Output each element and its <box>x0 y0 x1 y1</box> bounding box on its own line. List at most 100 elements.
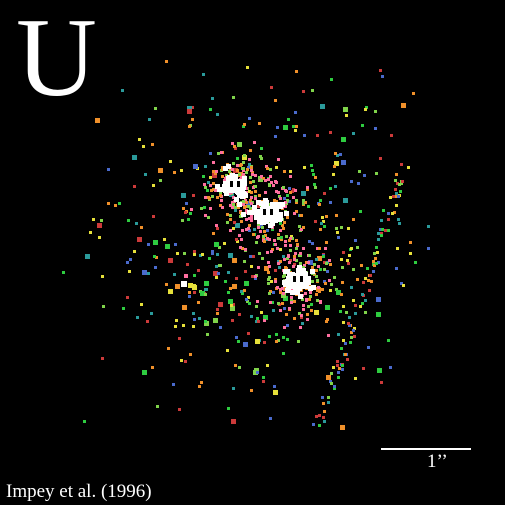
noise-speckle <box>202 73 205 76</box>
noise-speckle <box>252 255 255 258</box>
cluster-speckle <box>260 179 263 182</box>
noise-speckle <box>367 346 370 349</box>
noise-speckle <box>336 154 339 157</box>
bright-image-top-left <box>215 184 220 189</box>
cluster-speckle <box>264 179 267 182</box>
noise-speckle <box>260 311 263 314</box>
cluster-speckle <box>285 190 288 193</box>
noise-speckle <box>414 261 417 264</box>
cluster-speckle <box>203 183 206 186</box>
cluster-speckle <box>260 175 263 178</box>
cluster-speckle <box>291 288 294 291</box>
noise-speckle <box>395 267 398 270</box>
noise-speckle <box>390 134 393 137</box>
bright-image-center <box>257 209 262 214</box>
cluster-speckle <box>329 263 332 266</box>
cluster-speckle <box>285 235 288 238</box>
bright-image-center-pixel-dark <box>270 209 273 215</box>
cluster-speckle <box>216 196 219 199</box>
noise-speckle <box>288 200 291 203</box>
noise-speckle <box>212 232 215 235</box>
cluster-speckle <box>302 308 305 311</box>
noise-speckle <box>323 280 326 283</box>
cluster-speckle <box>229 214 232 217</box>
arc-speckle <box>341 368 344 371</box>
cluster-speckle <box>217 152 220 155</box>
cluster-speckle <box>316 279 319 282</box>
cluster-speckle <box>279 288 282 291</box>
arc-speckle <box>381 228 384 231</box>
noise-speckle <box>363 174 366 177</box>
arc-speckle <box>369 274 372 277</box>
noise-speckle <box>381 75 384 78</box>
noise-speckle <box>211 97 214 100</box>
cluster-speckle <box>267 261 270 264</box>
noise-speckle <box>173 273 176 276</box>
noise-speckle <box>308 240 311 243</box>
arc-speckle <box>332 366 335 369</box>
noise-speckle <box>83 420 86 423</box>
cluster-speckle <box>285 313 288 316</box>
noise-speckle <box>379 157 382 160</box>
cluster-speckle <box>262 177 265 180</box>
noise-speckle <box>216 113 219 116</box>
cluster-speckle <box>340 293 343 296</box>
noise-speckle <box>266 229 269 232</box>
bright-image-center <box>268 223 273 228</box>
arc-speckle <box>323 410 326 413</box>
cluster-speckle <box>327 334 330 337</box>
noise-speckle <box>359 210 362 213</box>
cluster-speckle <box>277 237 280 240</box>
bright-image-center <box>252 210 257 215</box>
noise-speckle <box>193 318 196 321</box>
cluster-speckle <box>292 196 295 199</box>
noise-speckle <box>272 309 275 312</box>
cluster-speckle <box>258 252 261 255</box>
noise-speckle <box>244 270 247 273</box>
noise-speckle <box>427 225 430 228</box>
bright-image-top-left <box>219 187 224 192</box>
cluster-speckle <box>299 326 302 329</box>
arc-speckle <box>375 262 378 265</box>
cluster-speckle <box>242 173 245 176</box>
bright-image-center <box>270 202 275 207</box>
arc-speckle <box>340 347 343 350</box>
cluster-speckle <box>229 229 232 232</box>
noise-speckle <box>350 286 353 289</box>
bright-image-lower-right <box>308 286 313 291</box>
cluster-speckle <box>240 176 243 179</box>
noise-speckle <box>181 193 186 198</box>
cluster-speckle <box>221 168 224 171</box>
cluster-speckle <box>263 240 266 243</box>
cluster-speckle <box>212 188 215 191</box>
noise-speckle <box>154 107 157 110</box>
noise-speckle <box>209 176 212 179</box>
noise-speckle <box>303 166 306 169</box>
bright-image-lower-right <box>311 285 316 290</box>
bright-image-lower-right <box>291 273 296 278</box>
noise-speckle <box>137 237 142 242</box>
noise-speckle <box>323 261 326 264</box>
noise-speckle <box>346 358 349 361</box>
noise-speckle <box>275 333 278 336</box>
noise-speckle <box>382 209 385 212</box>
bright-image-top-left <box>223 188 228 193</box>
cluster-speckle <box>341 281 344 284</box>
noise-speckle <box>270 86 273 89</box>
noise-speckle <box>301 191 306 196</box>
noise-speckle <box>350 180 353 183</box>
bright-image-lower-right <box>297 265 302 270</box>
noise-speckle <box>250 265 253 268</box>
noise-speckle <box>294 129 297 132</box>
cluster-speckle <box>300 314 303 317</box>
noise-speckle <box>342 321 345 324</box>
arc-speckle <box>327 401 330 404</box>
noise-speckle <box>122 307 125 310</box>
noise-speckle <box>249 255 252 258</box>
cluster-speckle <box>298 312 301 315</box>
noise-speckle <box>329 131 332 134</box>
noise-speckle <box>298 225 301 228</box>
noise-speckle <box>102 305 105 308</box>
cluster-speckle <box>212 170 215 173</box>
noise-speckle <box>169 160 172 163</box>
